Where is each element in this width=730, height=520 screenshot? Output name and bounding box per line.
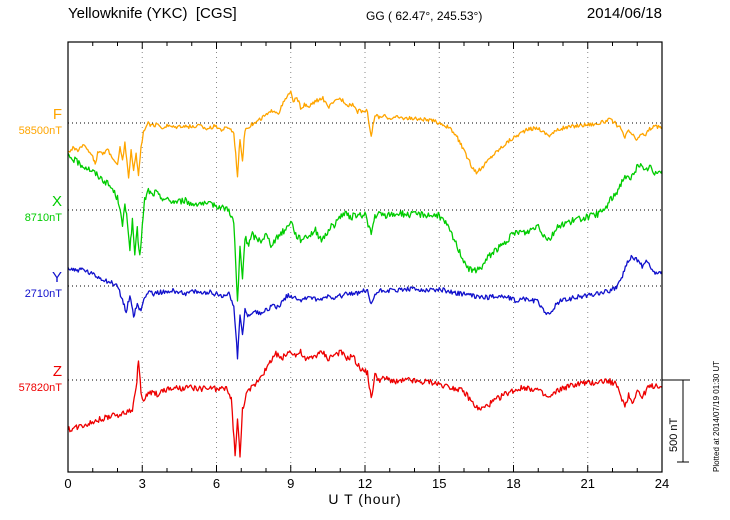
observation-date: 2014/06/18 [586,5,662,22]
baseline-value-F: 58500nT [18,125,62,137]
scale-bar-label: 500 nT [668,417,680,452]
trace-group [68,90,662,458]
x-tick-label: 12 [357,476,373,491]
baseline-value-Z: 57820nT [18,382,62,394]
x-tick-label: 9 [287,476,295,491]
trace-Z [68,348,662,458]
x-tick-label: 21 [580,476,595,491]
geographic-coordinates: GG ( 62.47°, 245.53°) [366,9,483,23]
trace-Y [68,254,662,360]
component-label-X: X [51,193,62,210]
x-tick-label: 15 [432,476,447,491]
component-label-Y: Y [51,269,62,286]
x-tick-label: 0 [64,476,72,491]
x-tick-label: 6 [212,476,221,491]
baseline-value-X: 8710nT [24,212,62,224]
component-label-Z: Z [52,363,62,380]
plotted-at-note: Plotted at 2014/07/19 01:30 UT [712,360,721,472]
station-title: Yellowknife (YKC) [CGS] [68,5,237,22]
trace-F [68,90,662,179]
trace-X [68,153,662,302]
x-tick-label: 18 [506,476,521,491]
baseline-value-Y: 2710nT [24,288,62,300]
component-label-F: F [52,106,62,123]
x-tick-label: 24 [654,476,670,491]
x-tick-label: 3 [138,476,146,491]
plot-border [67,41,663,473]
x-axis-label: U T (hour) [328,491,402,507]
